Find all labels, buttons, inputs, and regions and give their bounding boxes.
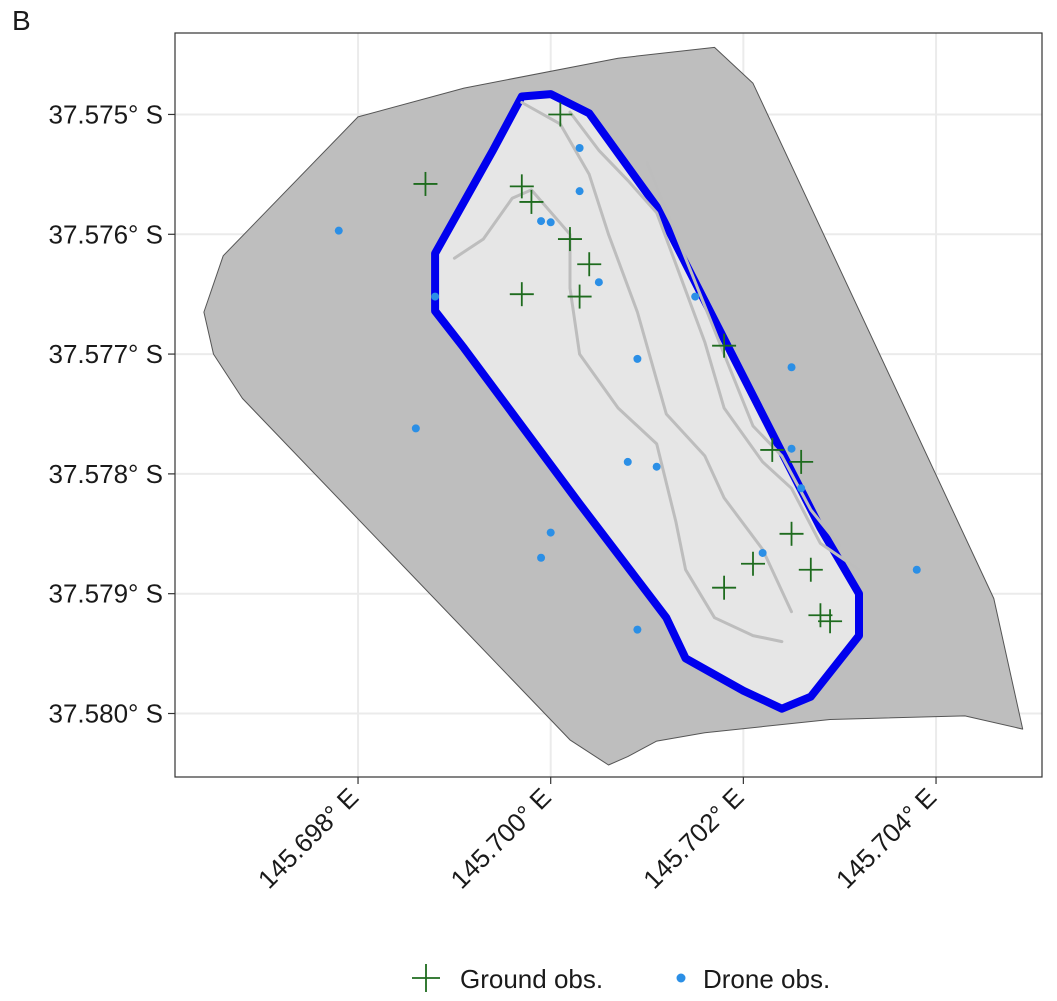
track-line-1 — [520, 101, 793, 614]
ground-point-10 — [789, 449, 814, 474]
drone-point-15 — [546, 528, 555, 537]
ground-point-15 — [808, 603, 833, 628]
drone-point-17 — [537, 553, 546, 562]
x-tick-label-0: 145.698° E — [252, 782, 364, 894]
legend-label-drone: Drone obs. — [703, 964, 830, 994]
drone-point-13 — [652, 462, 661, 471]
ground-observations — [413, 102, 843, 634]
ground-point-13 — [798, 557, 823, 582]
y-tick-label-0: 37.575° S — [49, 99, 164, 129]
x-tick-label-1: 145.700° E — [445, 782, 557, 894]
panel-label: B — [12, 5, 31, 36]
ground-point-5 — [577, 252, 602, 277]
legend: Ground obs. Drone obs. — [412, 964, 830, 994]
drone-point-16 — [758, 548, 767, 557]
x-tick-label-2: 145.702° E — [637, 782, 749, 894]
drone-point-18 — [912, 565, 921, 574]
drone-point-10 — [411, 424, 420, 433]
legend-label-ground: Ground obs. — [460, 964, 603, 994]
ground-point-6 — [509, 282, 534, 307]
drone-point-14 — [797, 484, 806, 493]
drone-point-1 — [575, 187, 584, 196]
y-tick-label-1: 37.576° S — [49, 219, 164, 249]
ground-point-2 — [509, 174, 534, 199]
ground-point-8 — [712, 333, 737, 358]
legend-key-drone — [676, 973, 686, 983]
drone-point-9 — [787, 363, 796, 372]
ground-point-3 — [519, 189, 544, 214]
drone-point-0 — [575, 144, 584, 153]
drone-observations — [334, 144, 921, 634]
track-line-2 — [568, 110, 861, 572]
ground-point-4 — [557, 227, 582, 252]
ground-point-1 — [413, 171, 438, 196]
track-line-0 — [452, 188, 784, 644]
y-tick-label-5: 37.580° S — [49, 699, 164, 729]
ground-point-12 — [741, 551, 765, 576]
ground-point-11 — [779, 521, 804, 546]
drone-point-12 — [623, 457, 632, 466]
track-line-3 — [645, 160, 842, 548]
drone-point-4 — [334, 226, 343, 235]
drone-point-3 — [546, 218, 555, 227]
drone-point-8 — [633, 354, 642, 363]
plot-frame — [174, 32, 1043, 778]
ground-point-16 — [818, 609, 843, 634]
drone-point-6 — [431, 292, 440, 301]
drone-point-11 — [787, 444, 796, 453]
x-axis: 145.698° E 145.700° E 145.702° E 145.704° E — [252, 777, 942, 894]
y-tick-label-3: 37.578° S — [49, 459, 164, 489]
x-tick-label-3: 145.704° E — [830, 782, 942, 894]
drone-point-19 — [633, 625, 642, 634]
ground-point-7 — [567, 284, 592, 309]
ground-point-9 — [760, 437, 785, 462]
y-tick-label-4: 37.579° S — [49, 579, 164, 609]
drone-point-7 — [691, 292, 700, 301]
drone-point-2 — [537, 217, 546, 226]
legend-key-ground — [412, 964, 440, 992]
y-axis: 37.575° S 37.576° S 37.577° S 37.578° S 37.5… — [49, 99, 175, 729]
survey-tracks — [452, 101, 861, 644]
drone-point-5 — [594, 278, 603, 287]
ground-point-0 — [548, 102, 573, 127]
ground-point-14 — [712, 575, 737, 600]
y-tick-label-2: 37.577° S — [49, 339, 164, 369]
